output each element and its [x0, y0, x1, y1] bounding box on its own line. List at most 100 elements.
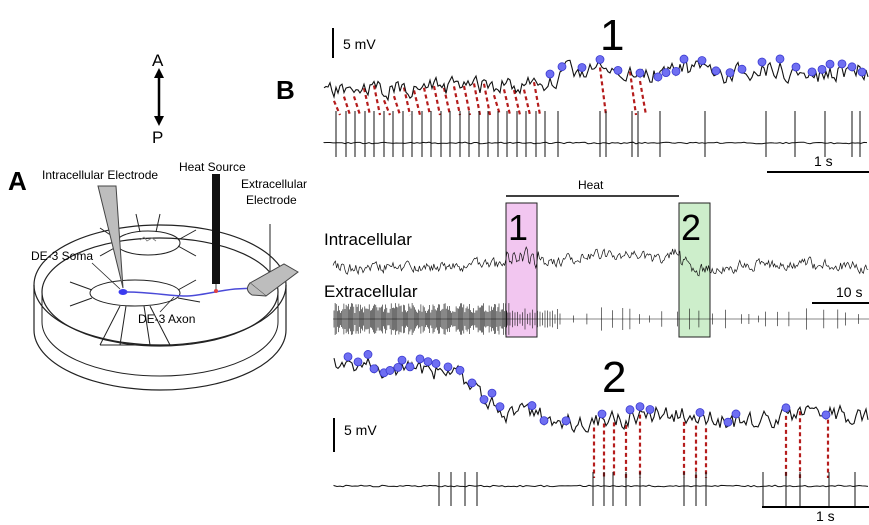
inset-2-extracellular-trace	[333, 472, 869, 506]
event-marker	[723, 417, 733, 427]
spike-link	[512, 89, 522, 116]
spike-link	[332, 100, 342, 116]
spike-link	[638, 80, 648, 116]
event-marker	[671, 66, 681, 76]
event-marker	[807, 67, 817, 77]
extracellular-electrode-label-1: Extracellular	[241, 177, 307, 191]
event-marker	[405, 362, 415, 372]
event-marker	[467, 378, 477, 388]
inset-1-voltage-scale: 5 mV	[343, 36, 376, 52]
event-marker	[695, 408, 705, 417]
event-marker	[595, 55, 605, 64]
axon-label: DE-3 Axon	[138, 312, 195, 326]
window-1	[505, 202, 538, 338]
event-marker	[725, 68, 735, 78]
event-marker	[443, 362, 453, 372]
spike-link	[372, 85, 382, 116]
spike-link	[628, 71, 638, 116]
event-marker	[561, 416, 571, 426]
overview-time-scale: 10 s	[836, 284, 862, 300]
overview-intracellular-trace	[332, 246, 869, 277]
event-marker	[635, 402, 645, 412]
event-marker	[385, 366, 395, 375]
spike-link	[412, 90, 422, 116]
intracellular-label: Intracellular	[324, 230, 412, 249]
inset-2-event-markers	[343, 350, 831, 427]
spike-link	[442, 87, 452, 116]
event-marker	[697, 56, 707, 65]
event-marker	[393, 362, 403, 372]
spike-link	[452, 86, 462, 116]
event-marker	[857, 67, 867, 77]
event-marker	[625, 405, 635, 415]
window-2	[678, 202, 711, 338]
panel-b-letter: B	[276, 75, 295, 105]
heat-source-label: Heat Source	[179, 160, 246, 174]
event-marker	[557, 62, 567, 72]
inset-1-intracellular-trace	[323, 56, 869, 102]
inset-1-extracellular-trace	[323, 111, 868, 157]
overview: 1 2 Heat Intracellular Extracellular 10 …	[324, 178, 869, 338]
panel-a-letter: A	[8, 166, 27, 196]
spike-link	[532, 81, 542, 116]
event-marker	[423, 357, 433, 367]
event-marker	[757, 57, 767, 67]
extracellular-electrode-label-2: Electrode	[246, 193, 297, 207]
soma-dot	[118, 289, 128, 295]
event-marker	[577, 63, 587, 72]
spike-link	[402, 87, 412, 116]
window-1-label: 1	[508, 207, 528, 248]
intracellular-electrode-label: Intracellular Electrode	[42, 168, 158, 182]
overview-extracellular-trace	[333, 303, 869, 335]
heat-label: Heat	[578, 178, 604, 192]
extracellular-label: Extracellular	[324, 282, 418, 301]
spike-link	[522, 89, 532, 116]
event-marker	[597, 409, 607, 419]
heat-tip	[214, 289, 218, 293]
orientation-arrow: A P	[152, 51, 164, 147]
inset-1-event-markers	[545, 54, 867, 82]
event-marker	[455, 365, 465, 375]
event-marker	[661, 68, 671, 78]
anterior-label: A	[152, 51, 164, 70]
spike-link	[352, 96, 362, 116]
window-2-label: 2	[681, 207, 701, 248]
intracellular-electrode	[97, 185, 124, 289]
event-marker	[353, 357, 363, 367]
event-marker	[775, 54, 785, 64]
event-marker	[539, 416, 549, 426]
event-marker	[847, 62, 857, 72]
spike-link	[472, 83, 482, 116]
event-marker	[343, 352, 353, 362]
inset-2-voltage-scale: 5 mV	[344, 422, 377, 438]
spike-link	[482, 83, 492, 116]
spike-link	[362, 87, 372, 116]
spike-link	[502, 89, 512, 116]
inset-1-time-scale: 1 s	[814, 153, 833, 169]
spike-link	[492, 94, 502, 116]
event-marker	[781, 403, 791, 413]
event-marker	[679, 54, 689, 64]
inset-1-number: 1	[600, 11, 624, 60]
event-marker	[397, 355, 407, 365]
event-marker	[369, 364, 379, 374]
soma-label: DE-3 Soma	[31, 249, 93, 263]
event-marker	[731, 409, 741, 419]
inset-2: 2 5 mV 1 s	[333, 350, 869, 524]
event-marker	[431, 359, 441, 368]
spike-link	[432, 85, 442, 116]
lower-ganglion	[69, 279, 201, 346]
inset-2-intracellular-trace	[333, 356, 869, 434]
event-marker	[791, 62, 801, 72]
spike-link	[422, 87, 432, 116]
inset-2-number: 2	[602, 353, 626, 402]
event-marker	[363, 350, 373, 359]
event-marker	[817, 65, 827, 74]
event-marker	[711, 66, 721, 76]
spike-link	[382, 99, 392, 116]
event-marker	[487, 388, 497, 398]
event-marker	[737, 64, 747, 74]
event-marker	[415, 354, 425, 364]
panel-a: A A P	[8, 51, 307, 391]
